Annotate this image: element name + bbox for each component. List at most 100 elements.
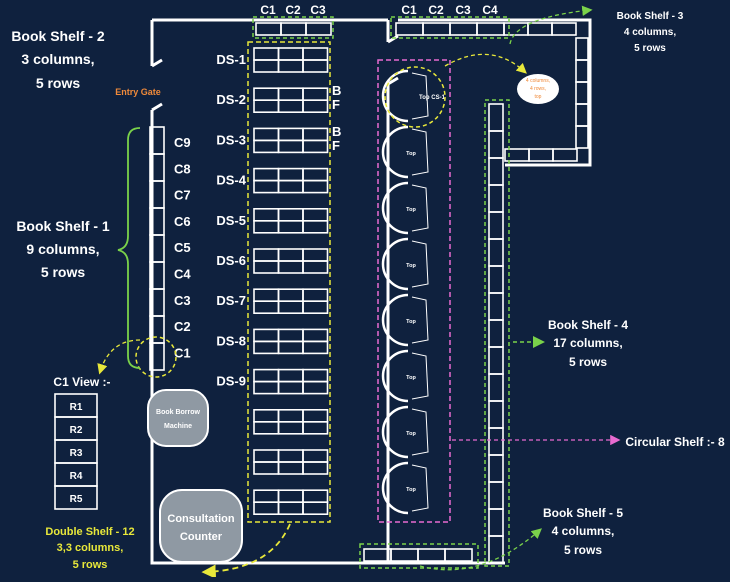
bs4-column — [488, 292, 504, 321]
double-shelf-cell — [277, 139, 304, 154]
circular-shelf-label: Top — [406, 375, 416, 381]
bs5-column — [417, 548, 446, 562]
double-shelf-cell — [253, 248, 280, 262]
circular-shelf-label: Top — [406, 263, 416, 269]
double-shelf-cell — [302, 179, 329, 194]
double-shelf-cell — [253, 328, 280, 343]
double-shelf-cell — [253, 99, 280, 113]
double-shelf-cell — [253, 420, 280, 435]
cloud-annotation: 4 columns, 4 rows, top — [517, 74, 559, 104]
double-shelf-cell — [253, 208, 280, 222]
circular-shelf-label: Top — [406, 151, 416, 157]
double-shelf-cell — [277, 288, 304, 303]
circular-shelf-outline — [377, 59, 451, 523]
double-shelf-cell — [302, 489, 329, 504]
bs2-rows: 5 rows — [36, 75, 81, 91]
double-shelf-cell — [302, 408, 329, 423]
double-shelf-cell — [277, 260, 304, 274]
bs3-side-cell — [575, 59, 589, 83]
double-shelf-cell — [277, 87, 304, 101]
double-shelf-label: DS-9 — [216, 374, 246, 389]
bs3-column — [476, 22, 505, 36]
double-shelf-cell — [302, 288, 329, 303]
bs5-title: Book Shelf - 5 — [543, 506, 623, 520]
book-shelf-5-outline — [359, 543, 479, 569]
bs3-columns: 4 columns, — [624, 27, 676, 38]
double-shelf-label: DS-8 — [216, 333, 246, 348]
bs2-column — [305, 22, 332, 36]
double-shelf-cell — [253, 179, 280, 194]
bs3-bottom-cell — [528, 148, 554, 162]
double-shelf-title: Double Shelf - 12 — [45, 526, 134, 538]
double-shelf-cell — [253, 501, 280, 516]
c1-view-row-label: R1 — [70, 402, 83, 413]
shelves-layer: C1 C2 C3 C1 C2 C3 C4 C9 C8 C7 C6 C5 C4 C3 C2 C1 DS-1 DS-2… — [54, 3, 589, 564]
double-shelf-cell — [253, 127, 280, 142]
c1-view-connector — [97, 339, 141, 375]
double-shelf-cell — [302, 368, 329, 383]
circular-shelf-label: Top — [406, 207, 416, 213]
cloud-line-3: top — [535, 94, 542, 100]
double-shelf-cell — [277, 248, 304, 262]
circular-shelf-arc — [381, 237, 409, 291]
double-shelf-cell — [302, 167, 329, 182]
circular-shelf-arc — [381, 461, 409, 515]
double-shelf-label: DS-1 — [216, 52, 246, 67]
double-shelf-cell — [302, 139, 329, 154]
double-shelf-cell — [302, 340, 329, 355]
ds3-f-label: F — [332, 138, 340, 153]
bs5-column — [390, 548, 419, 562]
bs1-column-label: C5 — [174, 240, 191, 255]
double-shelf-label: DS-2 — [216, 92, 246, 107]
double-shelf-cell — [302, 47, 329, 61]
double-shelf-cell — [277, 501, 304, 516]
double-shelf-cell — [253, 260, 280, 274]
double-shelf-cell — [253, 489, 280, 504]
double-shelf-cell — [253, 167, 280, 182]
entry-gate-label: Entry Gate — [115, 87, 161, 97]
bs1-column-label: C1 — [174, 345, 191, 360]
book-borrow-line-1: Book Borrow — [156, 409, 201, 416]
bs3-side-cell — [575, 37, 589, 61]
circular-shelf-segments — [411, 352, 429, 400]
c1-view-row-label: R2 — [70, 425, 83, 436]
double-shelf-cell — [302, 87, 329, 101]
circular-shelf-label: Top CS-1 — [419, 95, 446, 101]
double-shelf-rows: 5 rows — [73, 559, 108, 571]
double-shelf-cell — [302, 328, 329, 343]
bs3-column-label: C2 — [428, 3, 444, 17]
double-shelf-cell — [253, 87, 280, 101]
bs4-column — [488, 373, 504, 402]
bs2-column-label: C3 — [310, 3, 326, 17]
double-shelf-cell — [253, 220, 280, 234]
bs5-columns: 4 columns, — [552, 524, 615, 538]
c1-view-row — [54, 485, 98, 510]
bs1-rows: 5 rows — [41, 264, 86, 280]
double-shelf-cell — [302, 501, 329, 516]
bs1-column-label: C9 — [174, 135, 191, 150]
double-shelf-cell — [253, 288, 280, 303]
double-shelf-cell — [253, 47, 280, 61]
circular-shelf-segments — [411, 408, 429, 456]
bs3-column — [422, 22, 451, 36]
circular-shelf-label: Top — [406, 487, 416, 493]
c1-view-title: C1 View :- — [53, 375, 110, 389]
bs1-column-label: C6 — [174, 214, 191, 229]
top-cs1-highlight — [384, 66, 446, 128]
double-shelf-cell — [277, 461, 304, 475]
double-shelf-cell — [302, 300, 329, 315]
circular-shelf-segments — [411, 184, 429, 232]
double-shelf-cell — [253, 300, 280, 315]
ds2-f-label: F — [332, 97, 340, 112]
book-shelf-3-outline — [390, 16, 510, 39]
double-shelf-label: DS-3 — [216, 132, 246, 147]
double-shelf-connector — [201, 523, 291, 579]
bs3-column — [449, 22, 478, 36]
bs2-column-label: C1 — [260, 3, 276, 17]
consultation-line-2: Counter — [180, 531, 223, 543]
double-shelf-cell — [277, 99, 304, 113]
bs4-column — [488, 184, 504, 213]
bs4-column — [488, 103, 504, 132]
circular-shelf-segments — [411, 72, 429, 120]
